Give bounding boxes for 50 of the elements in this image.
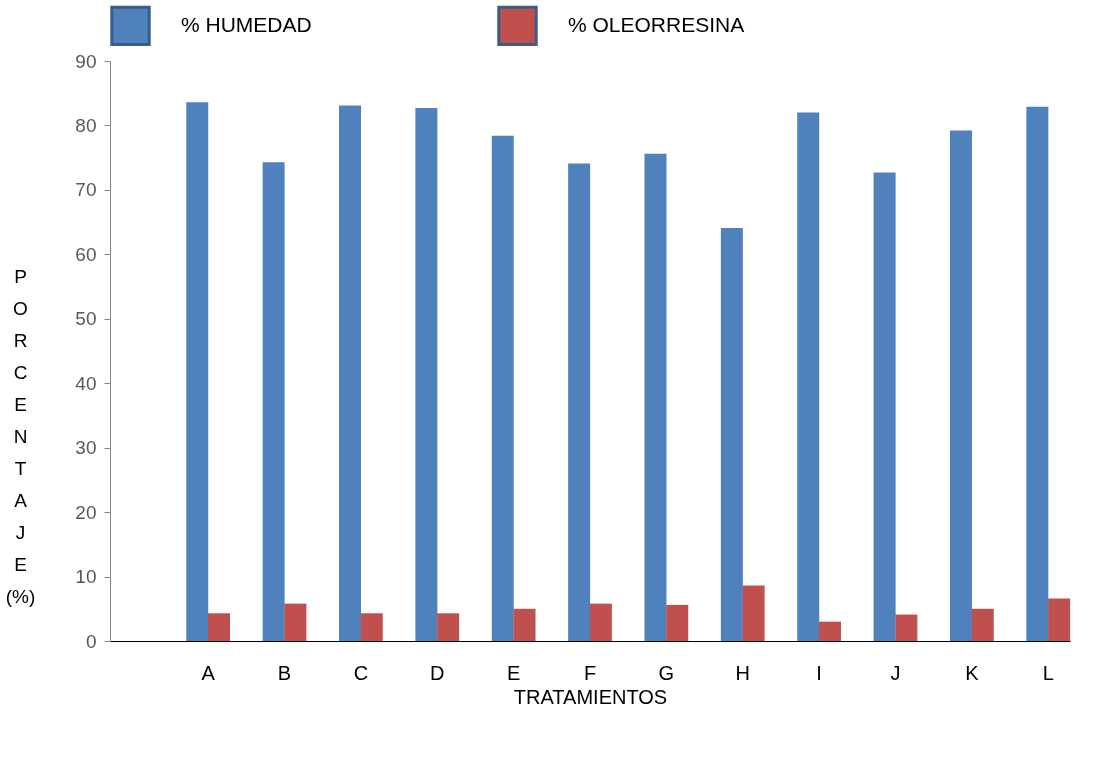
- y-tick-label: 0: [85, 630, 97, 652]
- x-tick-label: L: [1042, 661, 1054, 684]
- x-tick-label: J: [890, 661, 901, 684]
- bar: [589, 603, 612, 641]
- x-tick-label: B: [277, 661, 292, 684]
- bar: [949, 130, 972, 641]
- bar: [284, 603, 307, 641]
- bar: [360, 613, 383, 641]
- bar: [415, 108, 438, 641]
- bar: [797, 112, 820, 641]
- bar: [186, 102, 209, 641]
- text: PORCENTAJE (%): [5, 265, 36, 607]
- y-tick-label: 90: [75, 50, 97, 72]
- y-tick-label: 10: [75, 566, 97, 588]
- y-tick-label: 40: [75, 372, 97, 394]
- bar: [1026, 106, 1049, 641]
- y-tick-label: 20: [75, 501, 97, 523]
- bar: [208, 613, 231, 641]
- bar: [895, 614, 918, 641]
- bar: [339, 105, 361, 641]
- y-tick-label: 80: [75, 114, 97, 136]
- bar: [568, 163, 591, 641]
- x-tick-label: D: [430, 661, 445, 684]
- x-tick-label: I: [816, 661, 822, 684]
- x-tick-label: E: [506, 661, 521, 684]
- bar: [742, 585, 765, 641]
- x-axis-title: TRATAMIENTOS: [513, 685, 668, 708]
- x-tick-label: K: [965, 661, 980, 684]
- bar: [873, 172, 896, 641]
- x-tick-label: A: [201, 661, 216, 684]
- bar: [1048, 598, 1071, 641]
- bar: [720, 227, 743, 641]
- y-tick-label: 50: [75, 308, 97, 330]
- bar: [819, 621, 841, 641]
- legend-label: % OLEORRESINA: [568, 12, 745, 36]
- legend-label: % HUMEDAD: [181, 12, 312, 36]
- bar: [666, 604, 689, 641]
- x-tick-label: G: [658, 661, 675, 684]
- y-tick-label: 70: [75, 179, 97, 201]
- bar: [971, 608, 994, 641]
- x-tick-label: H: [735, 661, 750, 684]
- bar: [491, 135, 514, 641]
- bar: [513, 608, 536, 641]
- y-tick-label: 60: [75, 243, 97, 265]
- x-tick-label: F: [583, 661, 597, 684]
- y-tick-label: 30: [75, 437, 97, 459]
- bar: [262, 162, 285, 641]
- bar: [437, 613, 460, 641]
- x-tick-label: C: [353, 661, 369, 684]
- bar: [644, 153, 667, 641]
